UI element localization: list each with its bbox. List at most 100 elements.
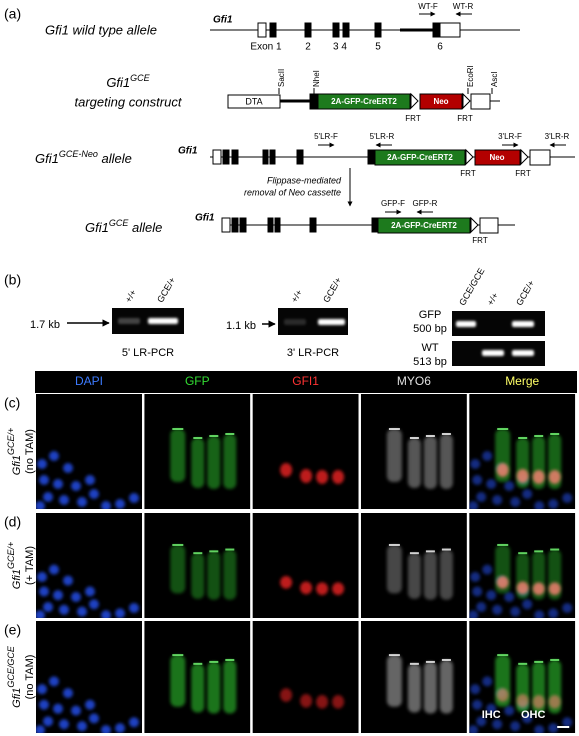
row-label: (c): [4, 395, 20, 411]
exon: [432, 22, 441, 38]
superscript: GCE/GCE: [6, 645, 16, 688]
micrograph: [360, 513, 467, 618]
frt-label: FRT: [472, 236, 488, 245]
lane-label: +/+: [123, 288, 138, 304]
exon: [371, 217, 379, 233]
exon: [296, 149, 304, 165]
nucleus-dapi: [510, 721, 521, 732]
nucleus-dapi: [469, 610, 479, 618]
micrograph-bg: [252, 513, 359, 618]
nucleus-dapi: [476, 492, 487, 502]
exon: [212, 149, 222, 165]
nucleus-dapi: [562, 717, 573, 728]
nucleus-gfi1: [496, 463, 509, 477]
hair-cell: [170, 429, 186, 482]
gel-label: WT: [421, 342, 438, 354]
exon: [529, 149, 551, 166]
hair-cell: [386, 429, 402, 482]
column-header: GFI1: [292, 374, 319, 388]
row-label: (e): [4, 622, 21, 638]
nucleus-dapi: [77, 721, 87, 732]
frt-label: FRT: [457, 114, 473, 123]
frt-site: [470, 216, 479, 234]
lane-label: GCE/+: [155, 276, 177, 305]
exon: [269, 149, 276, 165]
nucleus-gfi1: [300, 581, 313, 595]
panel-label: (a): [4, 6, 21, 22]
nucleus-dapi: [101, 725, 111, 733]
nucleus-gfi1: [516, 694, 529, 708]
gfp-cassette: [317, 93, 411, 110]
primer-label: GFP-F: [381, 199, 405, 208]
nucleus-dapi: [36, 725, 45, 733]
nucleus-gfi1: [516, 469, 529, 483]
nucleus-dapi: [115, 499, 125, 509]
nucleus-dapi: [37, 459, 47, 469]
neo-cassette: [474, 149, 521, 166]
nucleus-dapi: [71, 592, 81, 602]
frt-site: [410, 92, 419, 110]
hair-cell: [407, 553, 421, 599]
nucleus-dapi: [39, 475, 49, 485]
nucleus-dapi: [49, 451, 59, 461]
box-label: Neo: [489, 153, 504, 162]
nucleus-dapi: [476, 602, 487, 613]
nucleus-dapi: [77, 606, 87, 617]
exon: [367, 149, 376, 165]
box-label: 2A-GFP-CreERT2: [331, 97, 397, 106]
gene-label: Gfi1: [213, 15, 233, 26]
micrograph: [36, 513, 142, 618]
nucleus-gfi1: [532, 470, 545, 484]
frt-label: FRT: [515, 169, 531, 178]
exon: [269, 22, 277, 38]
nucleus-dapi: [548, 608, 559, 618]
primer-label: 5'LR-R: [370, 132, 395, 141]
hair-cell: [423, 661, 437, 714]
lane-label: GCE/GCE: [457, 266, 486, 307]
allele-name: Gfi1 wild type allele: [45, 22, 157, 37]
nucleus-gfi1: [316, 470, 329, 484]
micrograph: [144, 513, 251, 618]
nucleus-dapi: [562, 493, 573, 503]
gel-band: [118, 318, 140, 324]
lane-label: GCE/+: [514, 279, 536, 308]
superscript: GCE/+: [6, 542, 16, 569]
text-span: Gfi1: [11, 688, 23, 708]
step-note: removal of Neo cassette: [244, 187, 341, 197]
micrograph: [144, 621, 251, 733]
micrograph: [469, 513, 576, 618]
nucleus-dapi: [492, 719, 503, 730]
frt-site: [520, 148, 529, 166]
gel-caption: 5' LR-PCR: [122, 347, 174, 359]
primer-label: 3'LR-R: [545, 132, 570, 141]
nucleus-dapi: [472, 586, 483, 597]
nucleus-dapi: [472, 475, 483, 485]
nucleus-dapi: [482, 451, 493, 461]
hair-cell: [191, 663, 205, 713]
nucleus-dapi: [36, 610, 45, 618]
nucleus-dapi: [492, 604, 503, 615]
box-label: 2A-GFP-CreERT2: [391, 221, 457, 230]
nucleus-dapi: [476, 716, 487, 727]
condition-label: (+ TAM): [24, 546, 36, 585]
nucleus-dapi: [85, 475, 95, 485]
nucleus-dapi: [63, 463, 73, 473]
construct-name: targeting construct: [75, 94, 183, 109]
nucleus-dapi: [470, 459, 481, 469]
nucleus-dapi: [89, 713, 99, 724]
exon: [222, 149, 230, 165]
nucleus-dapi: [504, 705, 515, 716]
nucleus-dapi: [129, 602, 139, 613]
gel-label: 500 bp: [413, 323, 447, 335]
hair-cell: [191, 553, 205, 599]
nucleus-dapi: [522, 713, 533, 724]
nucleus-dapi: [71, 705, 81, 716]
exon: [267, 217, 274, 233]
nucleus-dapi: [49, 676, 59, 687]
nucleus-dapi: [548, 723, 559, 733]
nucleus-dapi: [115, 723, 125, 733]
gel-label: GFP: [419, 309, 442, 321]
nucleus-gfi1: [516, 581, 529, 595]
micrograph-bg: [252, 621, 359, 733]
